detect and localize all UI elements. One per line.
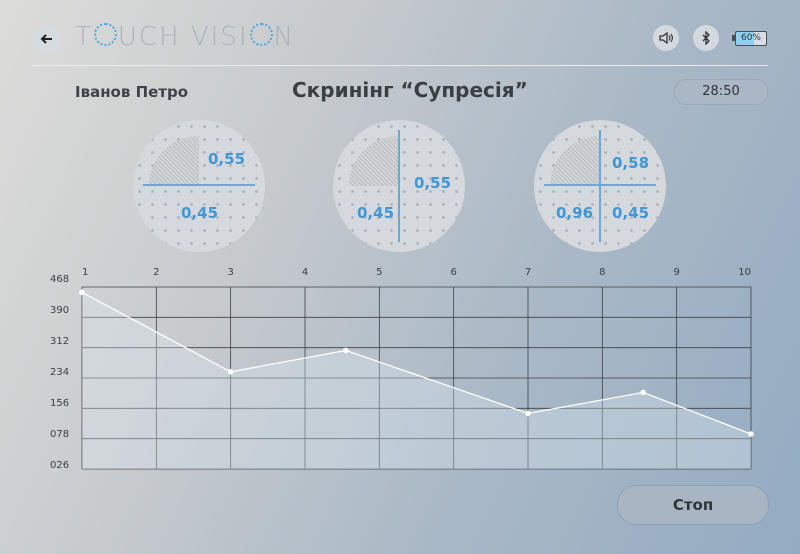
y-tick-label: 078	[50, 429, 69, 440]
back-arrow-icon	[40, 33, 52, 44]
chart-grid	[81, 286, 752, 470]
x-tick-label: 2	[153, 267, 159, 278]
x-tick-label: 5	[376, 267, 382, 278]
horizontal-axis	[143, 184, 255, 186]
bluetooth-icon	[702, 31, 710, 45]
series-line	[81, 291, 752, 435]
y-tick-label: 312	[50, 336, 69, 347]
disk-value-left: 0,45	[357, 204, 395, 222]
x-tick-label: 10	[738, 267, 751, 278]
back-button[interactable]	[33, 25, 60, 52]
x-tick-label: 1	[82, 267, 88, 278]
vertical-axis	[599, 130, 601, 242]
vertical-axis	[398, 130, 400, 242]
patient-name: Іванов Петро	[75, 83, 189, 101]
disk-value-right: 0,55	[414, 174, 452, 192]
x-tick-label: 6	[450, 267, 456, 278]
visual-field-disk-2: 0,55 0,45	[333, 120, 465, 252]
data-point	[748, 431, 754, 437]
header-divider	[32, 65, 768, 66]
data-point	[640, 389, 647, 396]
stop-button[interactable]: Стоп	[617, 485, 769, 525]
y-axis-labels: 468 390 312 234 156 078 026	[50, 274, 69, 471]
x-tick-label: 7	[525, 267, 531, 278]
bluetooth-button[interactable]	[693, 25, 719, 51]
data-points	[79, 289, 754, 437]
speaker-icon	[659, 31, 673, 45]
progress-chart: 1 2 3 4 5 6 7 8 9 10 468 390 312 234 156 078 026	[0, 260, 800, 475]
battery-icon: 60%	[732, 31, 767, 46]
disk-value-bottom-right: 0,45	[612, 204, 650, 222]
stimulus-dots	[133, 120, 265, 252]
y-tick-label: 390	[50, 305, 69, 316]
data-point	[343, 347, 349, 354]
x-tick-label: 3	[227, 267, 233, 278]
chart-area-fill	[82, 292, 751, 469]
disk-value-bottom: 0,45	[181, 204, 219, 222]
x-tick-label: 9	[673, 267, 679, 278]
visual-field-disk-1: 0,55 0,45	[133, 120, 265, 252]
top-bar: T UCH VISI N 60%	[0, 0, 800, 66]
disk-value-bottom-left: 0,96	[556, 204, 594, 222]
data-point	[79, 289, 85, 296]
x-tick-label: 8	[599, 267, 605, 278]
disk-value-top: 0,55	[208, 150, 246, 168]
x-tick-label: 4	[302, 267, 308, 278]
sound-button[interactable]	[653, 25, 679, 51]
y-tick-label: 468	[50, 274, 69, 285]
data-point	[227, 369, 234, 375]
y-tick-label: 156	[50, 398, 69, 409]
y-tick-label: 026	[50, 460, 69, 471]
page-title: Скринінг “Супресія”	[292, 78, 528, 102]
disk-value-top-right: 0,58	[612, 154, 650, 172]
visual-field-disk-3: 0,58 0,96 0,45	[534, 120, 666, 252]
data-point	[525, 410, 531, 417]
x-axis-labels: 1 2 3 4 5 6 7 8 9 10	[82, 267, 751, 278]
timer-badge: 28:50	[674, 79, 768, 105]
app-logo: T UCH VISI N	[75, 22, 295, 52]
y-tick-label: 234	[50, 367, 69, 378]
